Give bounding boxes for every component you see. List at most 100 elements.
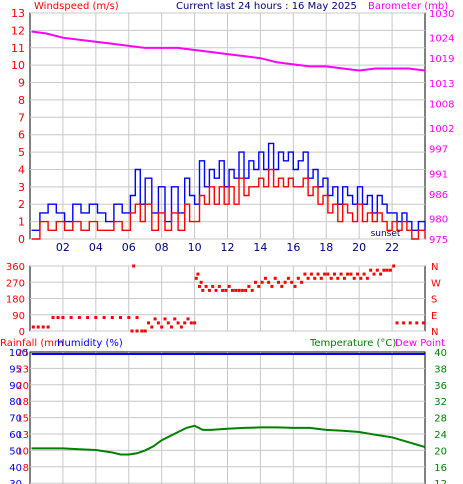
barometer-y-tick-label: 1030 xyxy=(429,9,454,20)
barometer-y-tick-label: 1024 xyxy=(429,34,454,45)
x-tick-label: 18 xyxy=(319,241,333,254)
direction-point xyxy=(69,316,73,319)
barometer-y-tick-label: 991 xyxy=(429,169,448,180)
direction-point xyxy=(247,284,251,288)
humidity-y-tick-label: 50 xyxy=(9,446,22,457)
direction-point xyxy=(375,268,379,272)
rainfall-y-tick-label: 18 xyxy=(16,397,29,408)
temperature-y-tick-label: 32 xyxy=(434,397,447,408)
x-tick-label: 16 xyxy=(286,241,300,254)
direction-point xyxy=(326,272,330,276)
wind-y-tick-label: 5 xyxy=(18,146,25,159)
direction-point xyxy=(227,284,231,288)
wind-y-tick-label: 13 xyxy=(11,7,25,20)
wind-barometer-panel: 0123456789101112139759809869919971002100… xyxy=(11,7,454,254)
wind-y-tick-label: 2 xyxy=(18,198,25,211)
direction-point xyxy=(333,272,336,276)
direction-point xyxy=(309,272,313,276)
chart-title: Current last 24 hours : 16 May 2025 xyxy=(176,1,357,12)
direction-point xyxy=(199,280,203,284)
direction-point xyxy=(372,272,376,276)
barometer-y-tick-label: 1002 xyxy=(429,124,454,135)
direction-point xyxy=(352,276,356,280)
humidity-y-tick-label: 95 xyxy=(9,364,22,375)
direction-point xyxy=(110,316,114,319)
wind-y-tick-label: 6 xyxy=(18,129,25,142)
direction-point xyxy=(395,321,399,325)
direction-point xyxy=(224,288,228,292)
direction-point xyxy=(221,288,225,292)
direction-point xyxy=(270,284,274,288)
temperature-y-tick-label: 40 xyxy=(434,348,447,359)
humidity-label: Humidity (%) xyxy=(57,338,123,349)
direction-point xyxy=(198,284,201,288)
wind_gust-series-line xyxy=(31,142,426,231)
direction-point xyxy=(135,329,139,333)
barometer-y-tick-label: 1008 xyxy=(429,99,454,110)
compass-tick-label: S xyxy=(431,295,437,306)
direction-point xyxy=(196,272,200,276)
direction-point xyxy=(240,288,244,292)
direction-point xyxy=(156,321,160,325)
direction-point xyxy=(237,288,241,292)
direction-point xyxy=(362,272,366,276)
x-tick-label: 02 xyxy=(56,241,70,254)
humidity-y-tick-label: 40 xyxy=(9,463,22,474)
temperature-y-tick-label: 38 xyxy=(434,364,447,375)
temperature-y-tick-label: 16 xyxy=(434,463,447,474)
direction-point xyxy=(163,317,167,321)
temperature-label: Temperature (°C) xyxy=(309,338,396,349)
x-tick-label: 12 xyxy=(221,241,235,254)
direction-point xyxy=(316,272,320,276)
rainfall-y-tick-label: 20 xyxy=(16,381,29,392)
wind-y-tick-label: 10 xyxy=(11,59,25,72)
direction-point xyxy=(392,264,396,268)
direction-point xyxy=(349,272,353,276)
direction-point xyxy=(296,276,300,280)
direction-point xyxy=(257,284,261,288)
direction-point xyxy=(408,321,412,325)
wind-y-tick-label: 12 xyxy=(11,24,25,37)
direction-point xyxy=(379,272,383,276)
compass-tick-label: N xyxy=(431,262,438,273)
direction-y-tick-label: 90 xyxy=(12,311,25,322)
wind-y-tick-label: 0 xyxy=(18,233,25,246)
direction-point xyxy=(102,316,106,319)
wind-y-tick-label: 7 xyxy=(18,111,25,124)
rainfall-y-tick-label: 8 xyxy=(23,463,29,474)
direction-y-tick-label: 180 xyxy=(6,295,25,306)
direction-point xyxy=(300,280,304,284)
x-tick-label: 08 xyxy=(155,241,169,254)
direction-point xyxy=(382,268,386,272)
dew-point-label: Dew Point xyxy=(395,338,445,349)
x-tick-label: 04 xyxy=(89,241,103,254)
humidity-y-tick-label: 60 xyxy=(9,430,22,441)
direction-point xyxy=(277,280,280,284)
barometer-y-tick-label: 997 xyxy=(429,145,448,156)
rainfall-label: Rainfall (mm xyxy=(0,338,64,349)
direction-point xyxy=(56,316,60,319)
barometer-y-tick-label: 975 xyxy=(429,235,448,246)
wind-direction-panel: 0 N 90 E 180 S 270 W 360 N xyxy=(6,262,441,338)
humidity-y-tick-label: 80 xyxy=(9,397,22,408)
direction-point xyxy=(306,276,310,280)
direction-point xyxy=(290,280,294,284)
direction-point xyxy=(51,316,55,319)
direction-point xyxy=(61,316,65,319)
humidity-y-tick-label: 90 xyxy=(9,381,22,392)
direction-point xyxy=(342,276,346,280)
direction-point xyxy=(214,288,218,292)
direction-point xyxy=(369,268,373,272)
direction-point xyxy=(140,329,144,333)
direction-point xyxy=(346,272,350,276)
direction-point xyxy=(143,329,147,333)
direction-point xyxy=(135,316,139,319)
direction-y-tick-label: 270 xyxy=(6,278,25,289)
barometer-y-tick-label: 1013 xyxy=(429,79,454,90)
direction-point xyxy=(234,288,238,292)
direction-point xyxy=(130,329,134,333)
direction-point xyxy=(31,325,35,329)
wind-y-tick-label: 8 xyxy=(18,94,25,107)
direction-point xyxy=(36,325,40,329)
direction-point xyxy=(201,288,205,292)
